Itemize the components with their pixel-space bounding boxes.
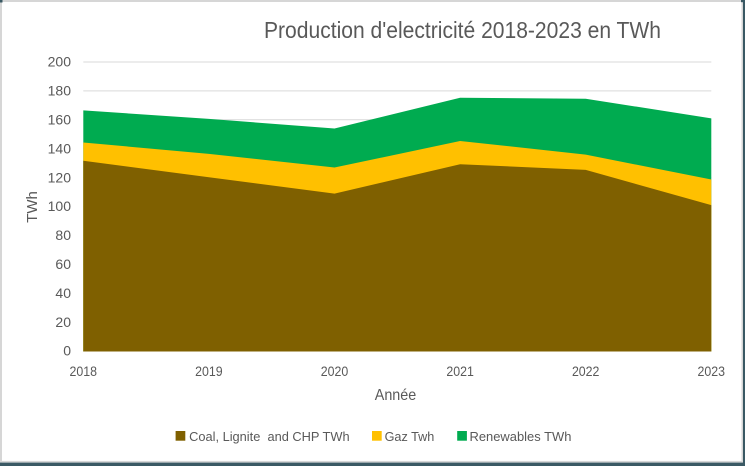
svg-text:120: 120 [48,169,72,185]
svg-text:100: 100 [48,198,72,214]
svg-text:Renewables TWh: Renewables TWh [470,429,572,444]
svg-text:Année: Année [375,387,417,404]
svg-text:2021: 2021 [446,363,474,379]
svg-text:140: 140 [48,140,72,156]
svg-text:TWh: TWh [24,191,41,223]
svg-text:80: 80 [55,227,71,243]
svg-text:180: 180 [48,83,72,99]
svg-text:2018: 2018 [70,363,98,379]
svg-text:20: 20 [55,314,71,330]
svg-text:2023: 2023 [698,363,726,379]
svg-text:Coal, Lignite and CHP TWh: Coal, Lignite and CHP TWh [189,429,350,444]
svg-text:Production d'electricité 2018-: Production d'electricité 2018-2023 en TW… [264,17,661,43]
svg-text:60: 60 [55,256,71,272]
svg-text:0: 0 [63,343,71,359]
svg-text:200: 200 [48,54,72,70]
svg-text:2019: 2019 [195,363,223,379]
svg-text:160: 160 [48,112,72,128]
svg-text:2022: 2022 [572,363,600,379]
svg-text:40: 40 [55,285,71,301]
svg-text:Gaz Twh: Gaz Twh [385,429,435,444]
svg-text:2020: 2020 [321,363,349,379]
